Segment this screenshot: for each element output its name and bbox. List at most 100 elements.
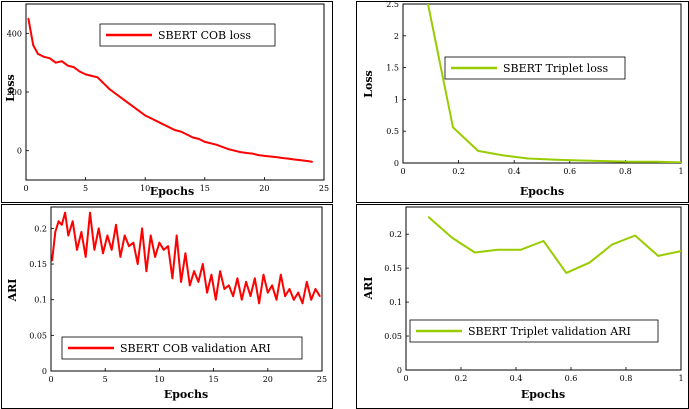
x-axis-label: Epochs <box>520 185 564 198</box>
data-point <box>473 251 476 254</box>
data-point <box>51 259 53 262</box>
plot-area <box>402 3 682 164</box>
y-tick-label: 0.1 <box>34 296 47 305</box>
data-point <box>48 57 51 60</box>
data-point <box>253 277 256 280</box>
data-point <box>193 270 196 273</box>
data-point <box>145 270 148 273</box>
data-point <box>318 295 321 297</box>
data-point <box>281 157 284 159</box>
data-point <box>123 234 126 237</box>
y-tick-label: 200 <box>7 88 22 97</box>
data-point <box>32 44 35 46</box>
data-point <box>201 263 204 265</box>
data-point <box>293 158 296 161</box>
data-point <box>206 291 209 294</box>
data-point <box>43 55 45 58</box>
x-tick-label: 0.4 <box>510 374 523 383</box>
data-point <box>144 114 147 117</box>
x-tick-label: 10 <box>140 184 150 193</box>
data-point <box>452 126 454 129</box>
data-point <box>84 73 87 76</box>
data-point <box>156 120 159 123</box>
y-tick-label: 400 <box>7 29 22 38</box>
data-point <box>227 284 230 287</box>
data-point <box>519 248 522 251</box>
x-tick-label: 5 <box>103 375 108 384</box>
data-point <box>258 302 260 305</box>
data-point <box>96 76 99 79</box>
data-point <box>427 216 430 219</box>
data-point <box>502 154 504 157</box>
data-point <box>611 243 614 246</box>
y-tick-label: 0.15 <box>384 264 402 273</box>
data-point <box>287 157 290 160</box>
data-point <box>227 148 230 151</box>
data-point <box>477 150 479 152</box>
legend-label: SBERT COB validation ARI <box>120 342 271 355</box>
plot-area <box>50 206 323 372</box>
y-tick-label: 1.5 <box>386 64 399 73</box>
data-point <box>251 152 254 155</box>
legend-box <box>409 319 659 343</box>
data-point <box>106 234 109 237</box>
data-point <box>119 256 122 258</box>
data-point <box>232 295 235 297</box>
x-tick-label: 5 <box>83 184 88 193</box>
data-point <box>305 281 308 283</box>
x-tick-label: 15 <box>209 375 219 384</box>
data-point <box>223 288 226 290</box>
panel-frame <box>356 1 689 203</box>
legend: SBERT COB validation ARI <box>61 336 303 360</box>
x-tick-label: 10 <box>154 375 164 384</box>
data-point <box>60 60 63 63</box>
data-point <box>72 66 75 68</box>
x-tick-label: 0.8 <box>619 167 632 176</box>
x-tick-label: 25 <box>319 184 329 193</box>
data-point <box>180 130 182 133</box>
data-point <box>263 155 266 157</box>
data-point <box>197 281 200 283</box>
data-point <box>262 273 265 276</box>
y-tick-label: 0.15 <box>29 260 47 269</box>
data-point <box>60 223 63 226</box>
chart-panel-3: 0 5 10 15 20 25 0 0.05 0.1 0.15 0.2 Epochs ARI SBERT … <box>1 204 333 409</box>
data-point <box>203 141 206 143</box>
y-axis-label: Loss <box>4 74 17 101</box>
data-point <box>93 248 96 251</box>
data-point <box>66 64 69 67</box>
data-point <box>126 101 129 104</box>
data-point <box>245 281 248 283</box>
y-tick-label: 0.2 <box>34 224 47 233</box>
data-point <box>141 227 144 230</box>
y-tick-label: 1 <box>394 95 399 104</box>
data-point <box>136 263 139 265</box>
x-tick-label: 20 <box>263 375 273 384</box>
x-axis-label: Epochs <box>521 388 565 401</box>
data-point <box>427 4 429 5</box>
data-point <box>240 298 243 301</box>
series-line-1 <box>427 4 681 163</box>
data-point <box>215 143 218 146</box>
data-point <box>214 298 217 301</box>
y-tick-label: 0.5 <box>386 127 399 136</box>
data-point <box>233 149 236 152</box>
data-point <box>292 298 295 301</box>
data-point <box>565 272 568 274</box>
chart-panel-1: 0 5 10 15 20 25 0 200 400 Epochs Loss SBERT COB los… <box>1 1 333 203</box>
data-point <box>221 146 224 149</box>
y-axis-label: ARI <box>362 277 375 301</box>
data-point <box>114 92 117 95</box>
data-point <box>149 234 152 237</box>
data-point <box>305 160 307 162</box>
data-point <box>132 241 135 244</box>
y-axis-label: Loss <box>362 70 375 97</box>
data-point <box>37 53 39 55</box>
x-tick-label: 15 <box>200 184 210 193</box>
chart-panel-2: 0 0.2 0.4 0.6 0.8 1 0 0.5 1 1.5 2 2.5 Epochs Loss SBER… <box>356 0 689 203</box>
data-point <box>167 245 170 248</box>
data-point <box>180 281 183 283</box>
y-tick-label: 0.2 <box>389 230 402 239</box>
data-point <box>249 295 252 297</box>
